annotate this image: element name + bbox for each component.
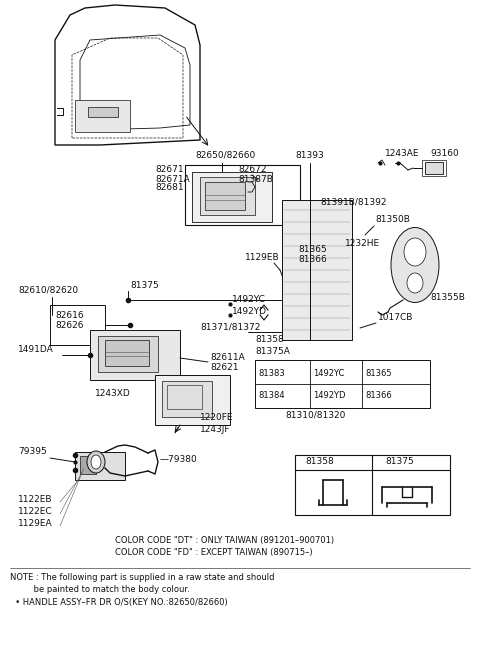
Ellipse shape: [407, 273, 423, 293]
Text: 81384: 81384: [258, 392, 285, 400]
Text: 81387B: 81387B: [238, 174, 273, 183]
Text: NOTE : The following part is supplied in a raw state and should: NOTE : The following part is supplied in…: [10, 574, 275, 582]
Text: 81366: 81366: [365, 392, 392, 400]
Text: 1243JF: 1243JF: [200, 424, 230, 434]
Text: 82671: 82671: [155, 166, 184, 174]
Text: be painted to match the body colour.: be painted to match the body colour.: [10, 586, 190, 595]
Text: 1017CB: 1017CB: [378, 314, 413, 322]
Text: 1492YD: 1492YD: [232, 307, 267, 316]
Bar: [295, 455, 450, 515]
Text: 1129EB: 1129EB: [245, 253, 280, 263]
Bar: [75, 100, 130, 132]
Text: —79380: —79380: [160, 455, 198, 464]
Bar: [105, 340, 149, 366]
Text: 1243AE: 1243AE: [385, 149, 420, 157]
Ellipse shape: [404, 238, 426, 266]
Text: 93160: 93160: [430, 149, 459, 157]
Text: 82671A: 82671A: [155, 174, 190, 183]
Bar: [90, 330, 180, 380]
Text: 1122EB: 1122EB: [18, 495, 52, 504]
Bar: [425, 162, 443, 174]
Text: 81350B: 81350B: [375, 215, 410, 225]
Bar: [255, 360, 430, 408]
Bar: [75, 452, 125, 480]
Text: 1129EA: 1129EA: [18, 519, 53, 529]
Ellipse shape: [391, 227, 439, 303]
Text: 82672: 82672: [238, 166, 266, 174]
Bar: [200, 177, 255, 215]
Bar: [98, 336, 158, 372]
Text: 82611A: 82611A: [210, 354, 245, 362]
Text: 1492YD: 1492YD: [313, 392, 346, 400]
Text: 82650/82660: 82650/82660: [195, 151, 255, 160]
Bar: [192, 172, 272, 222]
Bar: [80, 456, 96, 474]
Bar: [422, 160, 446, 176]
Ellipse shape: [91, 455, 101, 469]
Text: 81371/81372: 81371/81372: [200, 322, 260, 331]
Bar: [282, 200, 352, 340]
Bar: [185, 165, 300, 225]
Bar: [88, 107, 118, 117]
Text: 82626: 82626: [55, 322, 84, 331]
Text: 81393: 81393: [295, 151, 324, 160]
Text: 81391B/81392: 81391B/81392: [320, 198, 386, 206]
Text: 81375: 81375: [130, 280, 159, 290]
Text: 1492YC: 1492YC: [232, 295, 266, 305]
Text: • HANDLE ASSY–FR DR O/S(KEY NO.:82650/82660): • HANDLE ASSY–FR DR O/S(KEY NO.:82650/82…: [10, 597, 228, 607]
Text: 81375: 81375: [385, 457, 414, 466]
Text: 1220FE: 1220FE: [200, 413, 233, 422]
Bar: [162, 381, 212, 417]
Text: 81310/81320: 81310/81320: [285, 411, 346, 419]
Text: 81358: 81358: [306, 457, 335, 466]
Bar: [155, 375, 230, 425]
Text: 82681: 82681: [155, 183, 184, 193]
Text: 81358: 81358: [255, 335, 284, 345]
Text: 81383: 81383: [258, 369, 285, 377]
Text: 1122EC: 1122EC: [18, 508, 53, 517]
Text: COLOR CODE "DT" : ONLY TAIWAN (891201–900701): COLOR CODE "DT" : ONLY TAIWAN (891201–90…: [115, 536, 334, 544]
Text: COLOR CODE "FD" : EXCEPT TAIWAN (890715–): COLOR CODE "FD" : EXCEPT TAIWAN (890715–…: [115, 548, 312, 557]
Text: 81365: 81365: [365, 369, 392, 377]
Text: 79395: 79395: [18, 447, 47, 457]
Ellipse shape: [87, 451, 105, 473]
Text: 81366: 81366: [298, 255, 327, 265]
Text: 1243XD: 1243XD: [95, 388, 131, 398]
Bar: [205, 182, 245, 210]
Bar: [50, 305, 105, 345]
Bar: [167, 385, 202, 409]
Text: 81355B: 81355B: [430, 293, 465, 303]
Text: 1492YC: 1492YC: [313, 369, 344, 377]
Text: 82610/82620: 82610/82620: [18, 286, 78, 295]
Text: 82616: 82616: [55, 310, 84, 320]
Text: 1232HE: 1232HE: [345, 238, 380, 248]
Text: 81375A: 81375A: [255, 346, 290, 356]
Text: 82621: 82621: [210, 364, 239, 373]
Text: 1491DA: 1491DA: [18, 345, 54, 354]
Text: 81365: 81365: [298, 246, 327, 255]
